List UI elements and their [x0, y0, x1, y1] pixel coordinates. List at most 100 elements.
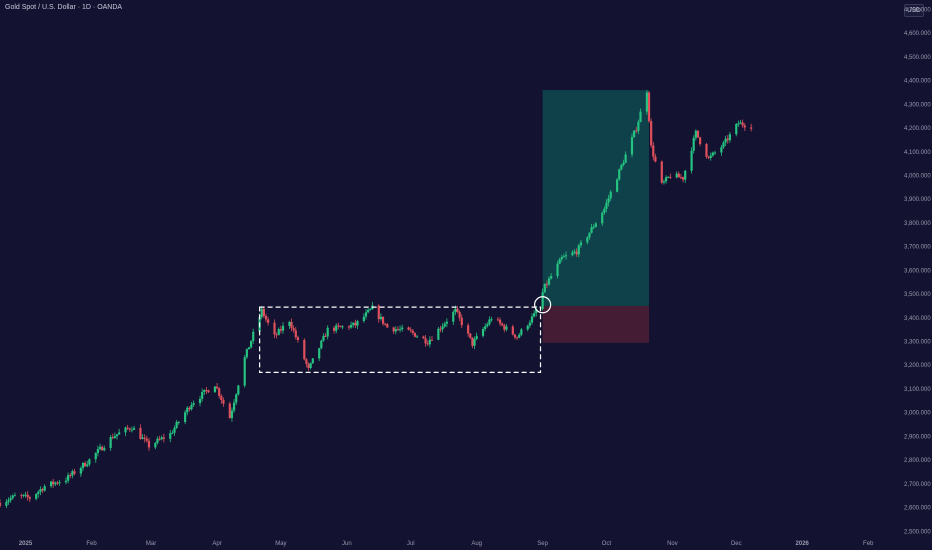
- candle-body: [94, 453, 97, 460]
- candle-body: [409, 329, 412, 331]
- candle-body: [290, 321, 293, 329]
- candle-body: [173, 427, 176, 433]
- candle-body: [579, 242, 583, 246]
- candle-body: [635, 130, 638, 132]
- candle-body: [326, 327, 329, 337]
- x-tick-label: Jul: [407, 541, 415, 547]
- candle-body: [711, 152, 714, 156]
- candle-body: [101, 446, 104, 451]
- candle-body: [741, 122, 744, 126]
- candle-body: [292, 328, 295, 331]
- candle-body: [103, 448, 106, 451]
- candle-body: [322, 335, 325, 341]
- candle-body: [9, 498, 12, 501]
- candle-body: [171, 432, 174, 434]
- candle-body: [156, 438, 159, 443]
- candle-body: [422, 336, 425, 339]
- candle-body: [407, 327, 410, 330]
- candle-body: [543, 283, 546, 293]
- candle-body: [377, 305, 380, 320]
- candle-body: [147, 440, 151, 448]
- candle-body: [281, 325, 285, 331]
- candle-body: [401, 327, 404, 330]
- candle-body: [364, 312, 368, 317]
- candle-body: [237, 385, 240, 395]
- candle-body: [437, 328, 440, 340]
- candle-body: [303, 340, 306, 360]
- candle-body: [11, 495, 14, 499]
- candle-body: [556, 263, 559, 277]
- candle-body: [362, 316, 365, 321]
- candle-body: [624, 154, 627, 163]
- candle-body: [471, 337, 474, 346]
- candle-body: [203, 390, 206, 392]
- candle-body: [605, 202, 608, 209]
- candle-body: [496, 319, 500, 321]
- candle-body: [705, 144, 708, 157]
- candle-body: [347, 326, 351, 328]
- y-tick-label: 3,400.000: [904, 316, 931, 322]
- candle-body: [98, 446, 102, 450]
- candle-body: [413, 332, 417, 337]
- candle-body: [341, 326, 344, 328]
- candle-body: [696, 130, 700, 138]
- candle-body: [622, 162, 625, 165]
- candle-body: [428, 339, 431, 345]
- candle-body: [243, 357, 246, 386]
- candle-body: [213, 386, 217, 393]
- candle-body: [273, 322, 276, 335]
- candle-body: [190, 405, 193, 410]
- candle-body: [332, 327, 336, 331]
- currency-badge[interactable]: USD: [904, 4, 924, 17]
- candle-body: [198, 398, 202, 404]
- x-tick-label: Nov: [667, 541, 678, 547]
- candle-body: [545, 283, 548, 285]
- candle-body: [677, 173, 680, 178]
- candle-body: [64, 480, 68, 483]
- candle-body: [22, 494, 25, 496]
- candle-body: [49, 481, 53, 487]
- candle-body: [69, 475, 72, 477]
- candle-body: [113, 436, 117, 439]
- candle-body: [386, 324, 389, 328]
- candle-body: [481, 329, 485, 336]
- candle-body: [637, 121, 640, 131]
- candle-body: [154, 442, 157, 448]
- candle-body: [381, 316, 385, 324]
- candle-body: [130, 429, 134, 431]
- candle-body: [177, 422, 180, 423]
- candle-body: [594, 223, 597, 227]
- candle-body: [79, 468, 82, 474]
- y-tick-label: 3,500.000: [904, 292, 931, 298]
- candle-body: [128, 428, 131, 430]
- candle-body: [684, 170, 687, 180]
- candle-body: [573, 251, 576, 253]
- candle-body: [86, 464, 89, 467]
- candle-body: [115, 434, 119, 437]
- candle-body: [475, 335, 478, 340]
- candle-body: [698, 137, 702, 145]
- candle-body: [639, 111, 642, 122]
- candle-body: [396, 329, 400, 331]
- candle-body: [28, 497, 31, 499]
- candle-body: [562, 256, 566, 258]
- y-tick-label: 3,900.000: [904, 197, 931, 203]
- candle-body: [5, 501, 8, 506]
- candle-body: [305, 359, 308, 364]
- breakout-circle: [534, 296, 552, 314]
- candle-body: [533, 313, 536, 317]
- candle-body: [318, 348, 321, 359]
- candle-body: [311, 358, 314, 364]
- y-tick-label: 2,600.000: [904, 506, 931, 512]
- y-tick-label: 4,000.000: [904, 174, 931, 180]
- candle-body: [132, 427, 136, 430]
- candle-body: [601, 212, 604, 224]
- candle-body: [654, 156, 657, 162]
- candle-body: [66, 475, 70, 481]
- candle-body: [350, 324, 353, 328]
- candle-body: [339, 326, 342, 328]
- candle-body: [511, 326, 514, 335]
- candle-body: [530, 316, 534, 323]
- candle-body: [469, 333, 472, 338]
